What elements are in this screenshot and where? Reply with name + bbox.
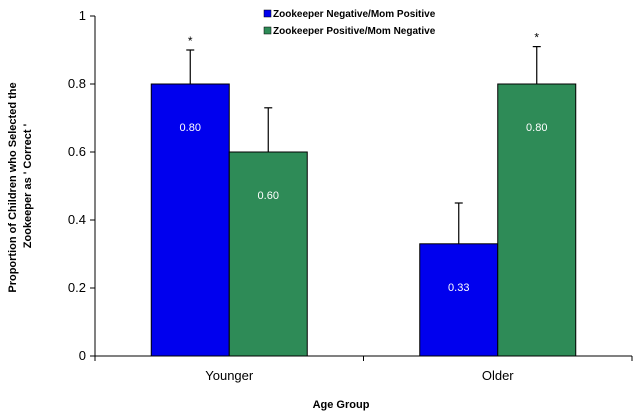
significance-marker: * (534, 31, 539, 45)
legend-entry: Zookeeper Negative/Mom Positive (273, 9, 436, 20)
y-axis-title: Proportion of Children who Selected the … (7, 79, 34, 292)
bar (419, 243, 499, 357)
y-tick-label: 0 (79, 348, 86, 363)
y-axis-title-line-1: Proportion of Children who Selected the (7, 82, 19, 292)
bar-value-label: 0.33 (448, 282, 469, 294)
bar (497, 83, 577, 357)
x-axis-title: Age Group (313, 399, 370, 411)
bar-value-label: 0.80 (526, 122, 547, 134)
legend-swatch (263, 26, 272, 35)
x-tick-label: Younger (205, 368, 254, 383)
bar (228, 151, 308, 357)
legend-entry: Zookeeper Positive/Mom Negative (273, 26, 436, 37)
legend: Zookeeper Negative/Mom Positive Zookeeper… (263, 9, 436, 37)
bar (150, 83, 230, 357)
bar-value-label: 0.80 (180, 122, 201, 134)
bar-value-label: 0.60 (258, 190, 279, 202)
y-tick-label: 0.4 (68, 212, 86, 227)
y-tick-label: 1 (79, 8, 86, 23)
y-tick-label: 0.6 (68, 144, 86, 159)
legend-swatch (263, 9, 272, 18)
bars (150, 83, 577, 357)
error-bars (186, 45, 541, 244)
bar-labels: 0.80 * 0.60 0.33 0.80 * (180, 31, 548, 294)
y-axis-title-line-2: Zookeeper as ' Correct ' (22, 123, 34, 248)
y-tick-label: 0.2 (68, 280, 86, 295)
y-tick-label: 0.8 (68, 76, 86, 91)
x-tick-label: Older (482, 368, 514, 383)
significance-marker: * (188, 34, 193, 48)
